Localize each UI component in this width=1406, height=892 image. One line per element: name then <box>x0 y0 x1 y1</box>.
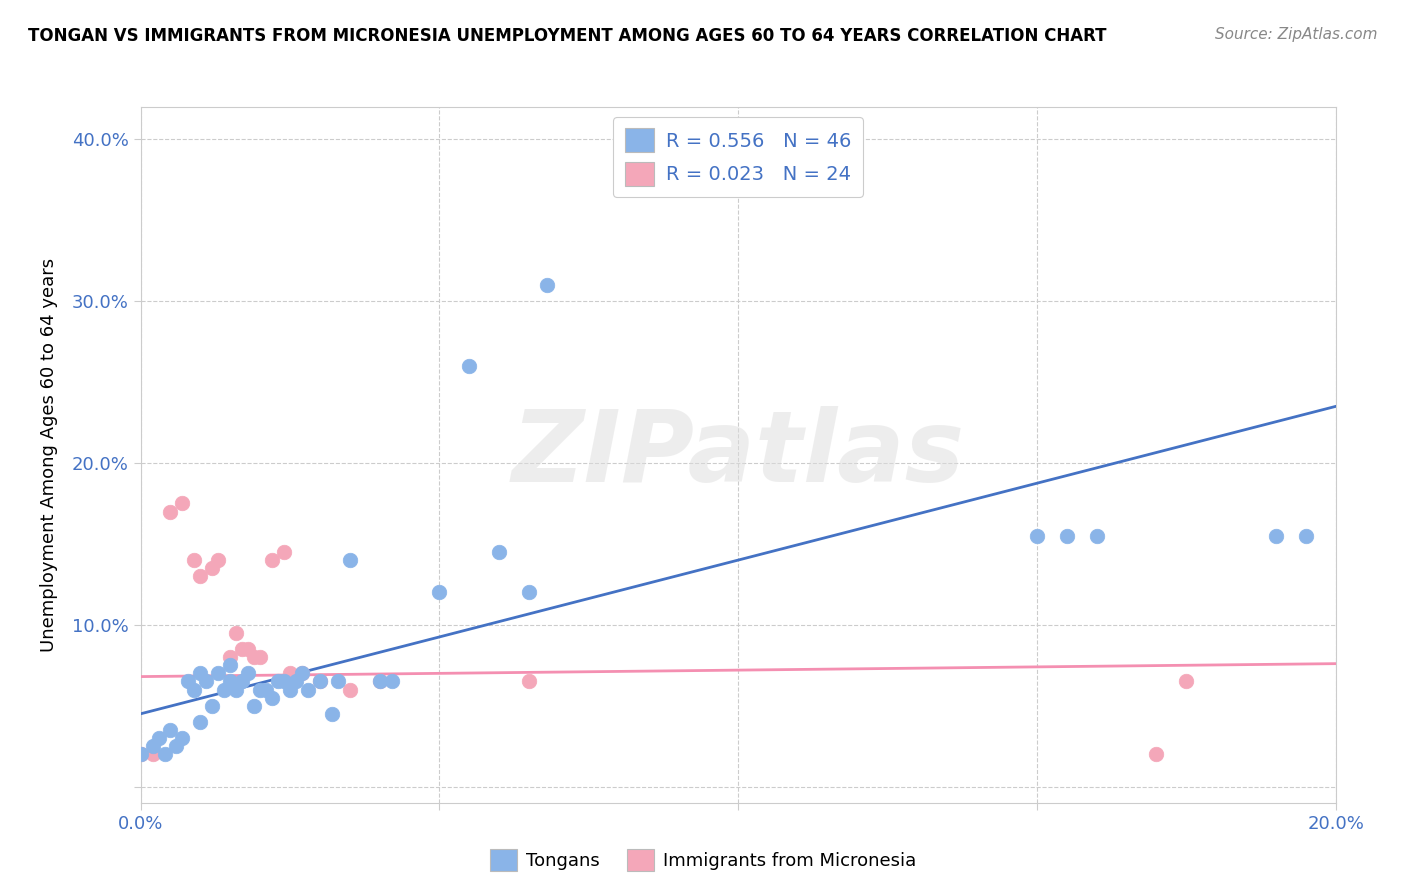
Point <box>159 723 181 737</box>
Point <box>172 496 194 510</box>
Point <box>243 650 266 665</box>
Point <box>278 666 301 681</box>
Point <box>284 674 308 689</box>
Point <box>159 504 181 518</box>
Point <box>188 714 212 729</box>
Point <box>267 674 290 689</box>
Point <box>195 674 218 689</box>
Point <box>1026 529 1049 543</box>
Point <box>273 674 295 689</box>
Point <box>517 674 540 689</box>
Point <box>243 698 266 713</box>
Point <box>517 585 540 599</box>
Point <box>339 553 361 567</box>
Point <box>231 674 253 689</box>
Point <box>172 731 194 745</box>
Point <box>1175 674 1198 689</box>
Point <box>254 682 277 697</box>
Point <box>368 674 391 689</box>
Point <box>1146 747 1168 762</box>
Point <box>201 698 224 713</box>
Point <box>458 359 481 373</box>
Point <box>225 626 247 640</box>
Point <box>278 682 301 697</box>
Point <box>219 674 242 689</box>
Point <box>380 674 404 689</box>
Legend: Tongans, Immigrants from Micronesia: Tongans, Immigrants from Micronesia <box>482 842 924 879</box>
Point <box>231 642 253 657</box>
Point <box>297 682 319 697</box>
Point <box>236 642 259 657</box>
Point <box>129 747 152 762</box>
Point <box>262 690 284 705</box>
Point <box>309 674 332 689</box>
Point <box>326 674 349 689</box>
Point <box>207 553 229 567</box>
Point <box>153 747 176 762</box>
Point <box>141 739 163 754</box>
Point <box>368 674 391 689</box>
Point <box>1085 529 1108 543</box>
Point <box>219 650 242 665</box>
Point <box>166 739 188 754</box>
Point <box>249 682 271 697</box>
Point <box>1056 529 1078 543</box>
Point <box>214 682 236 697</box>
Point <box>236 666 259 681</box>
Point <box>177 674 200 689</box>
Point <box>188 569 212 583</box>
Point <box>321 706 343 721</box>
Point <box>309 674 332 689</box>
Point <box>249 650 271 665</box>
Point <box>129 747 152 762</box>
Point <box>262 553 284 567</box>
Point <box>291 666 314 681</box>
Point <box>188 666 212 681</box>
Point <box>291 666 314 681</box>
Point <box>339 682 361 697</box>
Point <box>488 545 510 559</box>
Y-axis label: Unemployment Among Ages 60 to 64 years: Unemployment Among Ages 60 to 64 years <box>39 258 58 652</box>
Point <box>1295 529 1317 543</box>
Point <box>201 561 224 575</box>
Text: TONGAN VS IMMIGRANTS FROM MICRONESIA UNEMPLOYMENT AMONG AGES 60 TO 64 YEARS CORR: TONGAN VS IMMIGRANTS FROM MICRONESIA UNE… <box>28 27 1107 45</box>
Point <box>536 278 558 293</box>
Point <box>427 585 450 599</box>
Point <box>225 682 247 697</box>
Point <box>148 731 170 745</box>
Point <box>207 666 229 681</box>
Point <box>219 658 242 673</box>
Point <box>183 682 205 697</box>
Point <box>141 747 163 762</box>
Point <box>183 553 205 567</box>
Point <box>273 545 295 559</box>
Text: Source: ZipAtlas.com: Source: ZipAtlas.com <box>1215 27 1378 42</box>
Point <box>1265 529 1288 543</box>
Legend: R = 0.556   N = 46, R = 0.023   N = 24: R = 0.556 N = 46, R = 0.023 N = 24 <box>613 117 863 197</box>
Text: ZIPatlas: ZIPatlas <box>512 407 965 503</box>
